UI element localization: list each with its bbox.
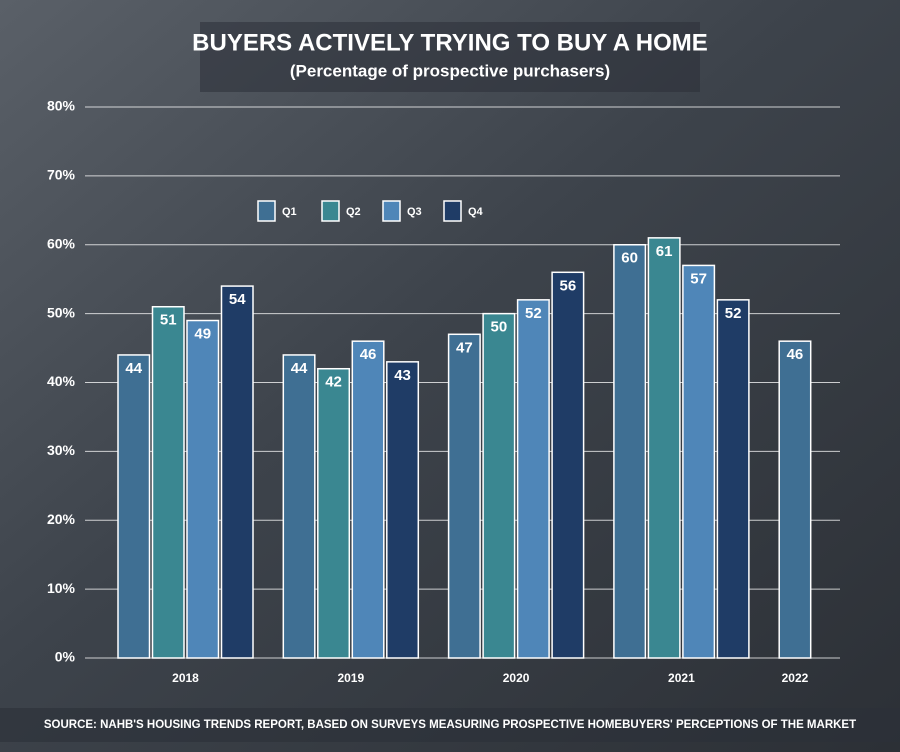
y-tick-label: 70% xyxy=(47,167,76,183)
value-label: 46 xyxy=(360,346,377,363)
chart-title: BUYERS ACTIVELY TRYING TO BUY A HOME xyxy=(192,29,708,56)
y-tick-label: 50% xyxy=(47,304,76,320)
source: SOURCE: NAHB'S HOUSING TRENDS REPORT, BA… xyxy=(44,719,856,731)
legend-label: Q3 xyxy=(407,206,422,218)
bar xyxy=(351,340,385,659)
value-label: 43 xyxy=(394,367,411,384)
source-panel xyxy=(0,708,900,742)
bar xyxy=(447,333,481,659)
value-label: 49 xyxy=(194,325,211,342)
legend-label: Q4 xyxy=(468,206,484,218)
value-label: 52 xyxy=(725,305,742,322)
value-label: 61 xyxy=(656,243,673,260)
bar xyxy=(613,244,647,659)
value-label: 47 xyxy=(456,339,473,356)
bar xyxy=(117,354,151,659)
bar xyxy=(317,367,351,659)
y-tick-label: 60% xyxy=(47,235,76,251)
x-tick-label: 2019 xyxy=(337,671,364,685)
value-label: 44 xyxy=(125,360,142,377)
y-tick-label: 20% xyxy=(47,511,76,527)
bar xyxy=(778,340,812,659)
y-tick-label: 30% xyxy=(47,442,76,458)
bar xyxy=(716,299,750,659)
bar xyxy=(282,354,316,659)
value-label: 52 xyxy=(525,305,542,322)
y-tick-label: 10% xyxy=(47,580,76,596)
value-label: 60 xyxy=(621,250,638,267)
bar xyxy=(220,285,254,659)
value-label: 50 xyxy=(491,319,508,336)
bar xyxy=(551,271,585,659)
bar xyxy=(186,319,220,659)
x-tick-label: 2020 xyxy=(503,671,530,685)
legend-swatch xyxy=(382,200,401,222)
legend-swatch xyxy=(257,200,276,222)
x-tick-label: 2018 xyxy=(172,671,199,685)
legend-swatch xyxy=(443,200,462,222)
legend-label: Q1 xyxy=(282,206,297,218)
value-label: 46 xyxy=(787,346,804,363)
y-tick-label: 0% xyxy=(55,649,76,665)
value-label: 56 xyxy=(560,277,577,294)
value-label: 54 xyxy=(229,291,246,308)
x-tick-label: 2021 xyxy=(668,671,695,685)
bar xyxy=(386,361,420,659)
bar xyxy=(682,264,716,659)
bar xyxy=(516,299,550,659)
x-tick-label: 2022 xyxy=(782,671,809,685)
y-tick-label: 40% xyxy=(47,373,76,389)
bar xyxy=(647,237,681,659)
bar xyxy=(151,305,185,659)
value-label: 57 xyxy=(690,270,707,287)
value-label: 51 xyxy=(160,312,177,329)
legend-swatch xyxy=(321,200,340,222)
bar xyxy=(482,312,516,659)
value-label: 42 xyxy=(325,374,342,391)
value-label: 44 xyxy=(291,360,308,377)
legend-label: Q2 xyxy=(346,206,361,218)
chart-subtitle: (Percentage of prospective purchasers) xyxy=(290,61,610,80)
title-panel xyxy=(200,22,700,92)
y-tick-label: 80% xyxy=(47,98,76,114)
